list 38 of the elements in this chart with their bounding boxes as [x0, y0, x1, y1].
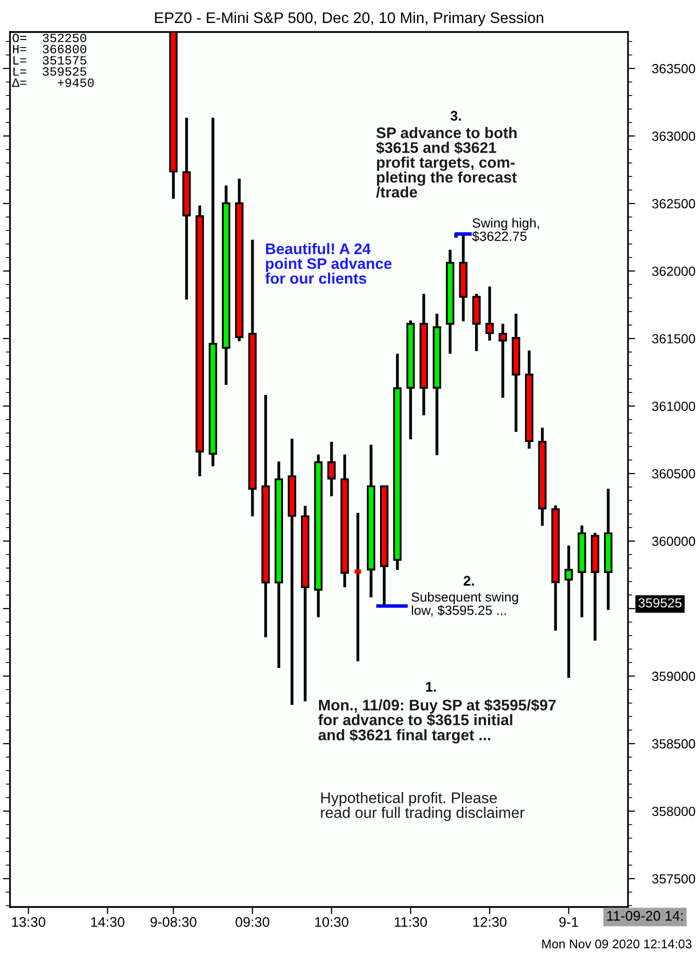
y-tick-label: 363000: [652, 132, 696, 141]
text: 11-09-20 14:: [607, 910, 683, 921]
y-tick-label: 359000: [652, 672, 696, 682]
candlestick: [498, 322, 508, 400]
x-tick-label: 9-08:30: [150, 917, 196, 927]
annotation: Beautiful! A 24 point SP advance for our clients: [265, 243, 392, 284]
candlestick: [485, 285, 494, 342]
x-tick-label: 10:30: [315, 917, 348, 927]
y-tick-label: 361000: [652, 402, 696, 411]
annotation: 3.: [450, 110, 461, 121]
y-tick-label: 360000: [652, 536, 696, 546]
y-tick-label: 358000: [652, 806, 696, 816]
candlestick: [564, 544, 573, 680]
annotation: 1.: [426, 682, 436, 692]
annotation: Hypothetical profit. Please read our full trading disclaimer: [321, 792, 524, 822]
x-tick-label: 11:30: [394, 917, 427, 927]
x-tick-label: 12:30: [473, 917, 506, 927]
y-tick-label: 362000: [652, 266, 696, 276]
annotation: Mon., 11/09: Buy SP at $3595/$97 for advance to $3615 initial and $3621 final target ...: [318, 699, 556, 744]
y-tick-label: 363500: [652, 64, 696, 74]
y-tick-label: 360500: [652, 469, 696, 478]
y-tick-label: 357500: [652, 874, 696, 884]
annotation: 2.: [464, 576, 474, 586]
annotation: Subsequent swing low, $3595.25 ...: [412, 592, 518, 617]
x-tick-label: 14:30: [91, 917, 124, 927]
x-tick-label: 9-1: [559, 917, 578, 927]
text: 359525: [638, 598, 682, 608]
y-tick-label: 361500: [652, 334, 696, 344]
annotation: Swing high, $3622.75: [472, 218, 540, 242]
x-tick-label: 09:30: [236, 917, 270, 927]
text: Mon Nov 09 2020 12:14:03: [542, 940, 692, 948]
annotation: O= 352250 H= 366800 L= 351575 L= 359525 Δ= +9450: [12, 34, 94, 87]
annotation: SP advance to both $3615 and $3621 profit targets, com- pleting the forecast /trade: [376, 127, 517, 198]
y-tick-label: 358500: [652, 739, 696, 749]
y-tick-label: 362500: [652, 199, 696, 208]
x-tick-label: 13:30: [12, 917, 46, 927]
chart-title: EPZ0 - E-Mini S&P 500, Dec 20, 10 Min, Primary Session: [155, 12, 544, 26]
candlestick: [327, 440, 336, 498]
